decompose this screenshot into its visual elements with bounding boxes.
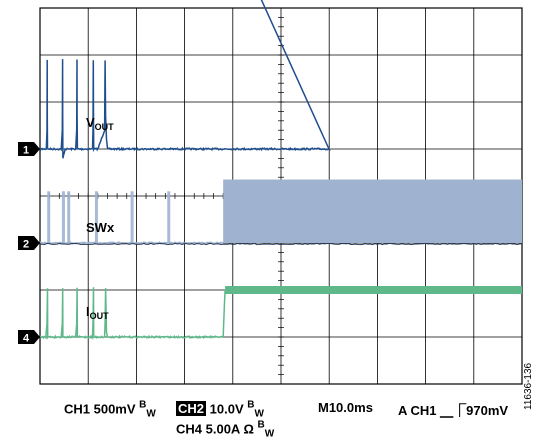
readout-ch2-tag: CH2 <box>176 401 207 417</box>
readout-ch4-bandwidth: BW <box>257 420 275 440</box>
swx-burst <box>61 191 65 243</box>
channel-markers: 1 2 4 <box>18 142 40 345</box>
trace-label-iout: IOUT <box>86 304 109 321</box>
figure-id: 11636-136 <box>523 362 534 410</box>
channel-marker-4-label: 4 <box>23 333 30 345</box>
channel-marker-2-label: 2 <box>23 239 29 251</box>
trace-label-swx: SWx <box>86 220 115 235</box>
swx-burst <box>130 191 134 243</box>
readout-ch1-scale: CH1 500mV <box>64 401 136 417</box>
channel-marker-4 <box>18 330 40 344</box>
trace-labels: VOUT SWx IOUT <box>86 115 115 321</box>
readout-ch2: CH2 10.0V BW <box>176 400 264 420</box>
iout-ripple-band <box>225 286 522 294</box>
trace-label-vout: VOUT <box>86 115 114 132</box>
swx-ground-trace <box>39 242 522 246</box>
readout-trigger: A CH1 ⎽⎾970mV <box>398 400 508 419</box>
swx-burst <box>167 191 171 243</box>
readout-trigger-source: A CH1 <box>398 403 437 418</box>
swx-burst <box>47 191 51 243</box>
readout-ch2-bandwidth: BW <box>247 400 264 420</box>
readout-ch4-scale: CH4 5.00A Ω <box>176 421 254 437</box>
channel-marker-1-label: 1 <box>23 145 29 157</box>
swx-burst <box>67 191 71 243</box>
readout-ch4: CH4 5.00A Ω BW <box>176 420 274 440</box>
swx-switching-region <box>223 179 522 243</box>
swx-burst <box>94 191 98 243</box>
vout-trace <box>39 0 331 159</box>
traces <box>39 0 522 340</box>
readout-ch1-bandwidth: BW <box>139 400 156 420</box>
readout-timebase: M10.0ms <box>318 400 373 415</box>
channel-marker-1 <box>18 142 40 156</box>
readout-ch2-scale: 10.0V <box>209 401 244 417</box>
trigger-rising-edge-icon: ⎽⎾ <box>440 403 467 418</box>
readout-ch1: CH1 500mV BW <box>64 400 156 420</box>
readout-trigger-level: 970mV <box>466 403 509 418</box>
channel-marker-2 <box>18 236 40 250</box>
